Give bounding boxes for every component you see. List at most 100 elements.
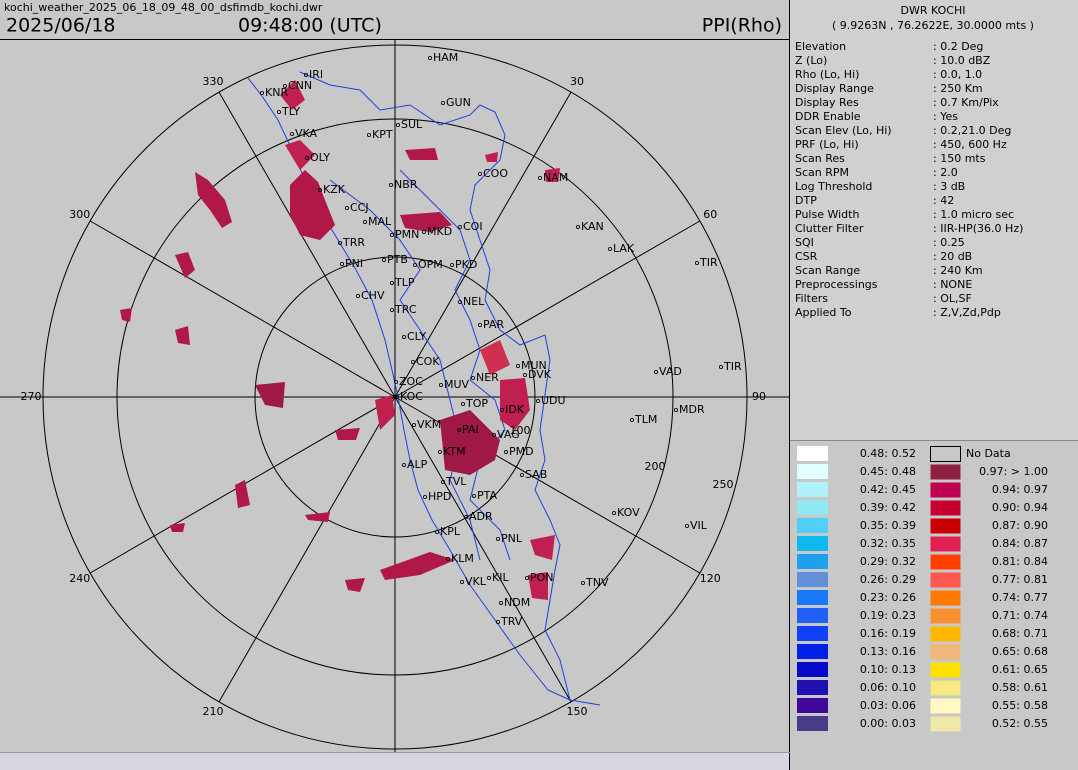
legend-swatch	[930, 446, 961, 462]
station-label: MUV	[444, 378, 470, 391]
param-value: : Z,V,Zd,Pdp	[933, 306, 1001, 319]
param-value: : 10.0 dBZ	[933, 54, 991, 67]
station-dot	[445, 557, 450, 562]
legend-swatch	[797, 572, 828, 587]
legend-swatch	[930, 554, 961, 570]
station-dot	[389, 280, 394, 285]
station-dot	[317, 187, 322, 192]
param-label: Applied To	[795, 306, 852, 319]
echo	[175, 326, 190, 345]
param-value: : 0.2 Deg	[933, 40, 983, 53]
legend-swatch	[797, 500, 828, 515]
station-dot	[393, 379, 398, 384]
station-label: TRV	[500, 615, 523, 628]
parameters: Elevation: 0.2 Deg Z (Lo): 10.0 dBZ Rho (L…	[795, 40, 1023, 319]
range-label: 200	[645, 460, 666, 473]
param-value: : 450, 600 Hz	[933, 138, 1007, 151]
station-label: TLM	[634, 413, 657, 426]
station-dot	[395, 123, 400, 128]
station-label: TLP	[394, 276, 415, 289]
param-value: : 1.0 micro sec	[933, 208, 1014, 221]
echo	[120, 308, 132, 322]
station-dot	[525, 576, 530, 581]
legend-label: 0.74: 0.77	[992, 591, 1048, 604]
station-dot	[612, 510, 617, 515]
azimuth-label: 120	[700, 572, 721, 585]
station-dot	[523, 372, 528, 377]
param-label: Log Threshold	[795, 180, 872, 193]
station-label: TNV	[585, 576, 609, 589]
station-label: PON	[530, 571, 554, 584]
station-dot	[460, 401, 465, 406]
station-dot	[339, 261, 344, 266]
spoke	[394, 91, 572, 398]
station-dot	[499, 407, 504, 412]
station-dot	[459, 580, 464, 585]
legend-swatch	[930, 590, 961, 606]
axis-labels: 30 60 90 120 150 210 240 270 300 330 100 200 250	[21, 75, 767, 718]
range-label: 100	[510, 424, 531, 437]
legend-swatch	[797, 518, 828, 533]
station-dot	[289, 131, 294, 136]
time: 09:48:00 (UTC)	[238, 15, 382, 37]
station-label: PTB	[387, 253, 408, 266]
station-label: ALP	[407, 458, 428, 471]
station-label: VIL	[690, 519, 708, 532]
station-dot	[394, 394, 399, 399]
param-value: : 0.0, 1.0	[933, 68, 982, 81]
echo	[195, 172, 232, 228]
station-label: NEL	[463, 295, 485, 308]
echo	[545, 168, 560, 182]
legend-label: 0.06: 0.10	[860, 681, 916, 694]
echo	[485, 152, 498, 162]
station-label: TRR	[342, 236, 365, 249]
param-value: : Yes	[933, 110, 958, 123]
legend-swatch	[930, 608, 961, 624]
station-label: ZOC	[399, 375, 423, 388]
legend-swatch	[797, 644, 828, 659]
echo	[335, 428, 360, 440]
station-label: OLY	[310, 151, 330, 164]
station-label: KZK	[323, 183, 346, 196]
station-dot	[401, 334, 406, 339]
station-dot	[674, 407, 679, 412]
param-label: Z (Lo)	[795, 54, 827, 67]
station-label: MKD	[427, 225, 452, 238]
azimuth-label: 270	[21, 390, 42, 403]
legend-label: 0.00: 0.03	[860, 717, 916, 730]
station-label: PTA	[477, 489, 497, 502]
echo	[170, 523, 185, 532]
param-label: Clutter Filter	[795, 222, 864, 235]
echo	[500, 378, 530, 430]
legend-swatch	[930, 536, 961, 552]
echo	[440, 410, 500, 475]
param-label: Scan Elev (Lo, Hi)	[795, 124, 892, 137]
station-dot	[449, 262, 454, 267]
station-dot	[411, 422, 416, 427]
echo	[280, 80, 305, 110]
station-label: PAR	[483, 318, 504, 331]
station-dot	[471, 493, 476, 498]
station-label: MDR	[679, 403, 705, 416]
station-label: TIR	[699, 256, 718, 269]
station-dot	[410, 359, 415, 364]
legend-swatch	[797, 626, 828, 641]
spoke	[394, 396, 572, 703]
station-label: KOV	[617, 506, 640, 519]
station-label: PNI	[345, 257, 363, 270]
param-label: Filters	[795, 292, 828, 305]
station-dot	[457, 224, 462, 229]
legend-swatch	[797, 680, 828, 695]
station-label: IRI	[309, 68, 323, 81]
legend-label: 0.61: 0.65	[992, 663, 1048, 676]
param-label: DDR Enable	[795, 110, 861, 123]
legend-label: 0.26: 0.29	[860, 573, 916, 586]
echo	[400, 212, 452, 232]
legend: 0.48: 0.52 0.45: 0.48 0.42: 0.45 0.39: 0.42…	[797, 446, 1048, 732]
echo	[290, 170, 335, 240]
station-label: UDU	[541, 394, 566, 407]
legend-label: 0.19: 0.23	[860, 609, 916, 622]
legend-swatch	[930, 716, 961, 732]
station-label: VAG	[497, 428, 520, 441]
